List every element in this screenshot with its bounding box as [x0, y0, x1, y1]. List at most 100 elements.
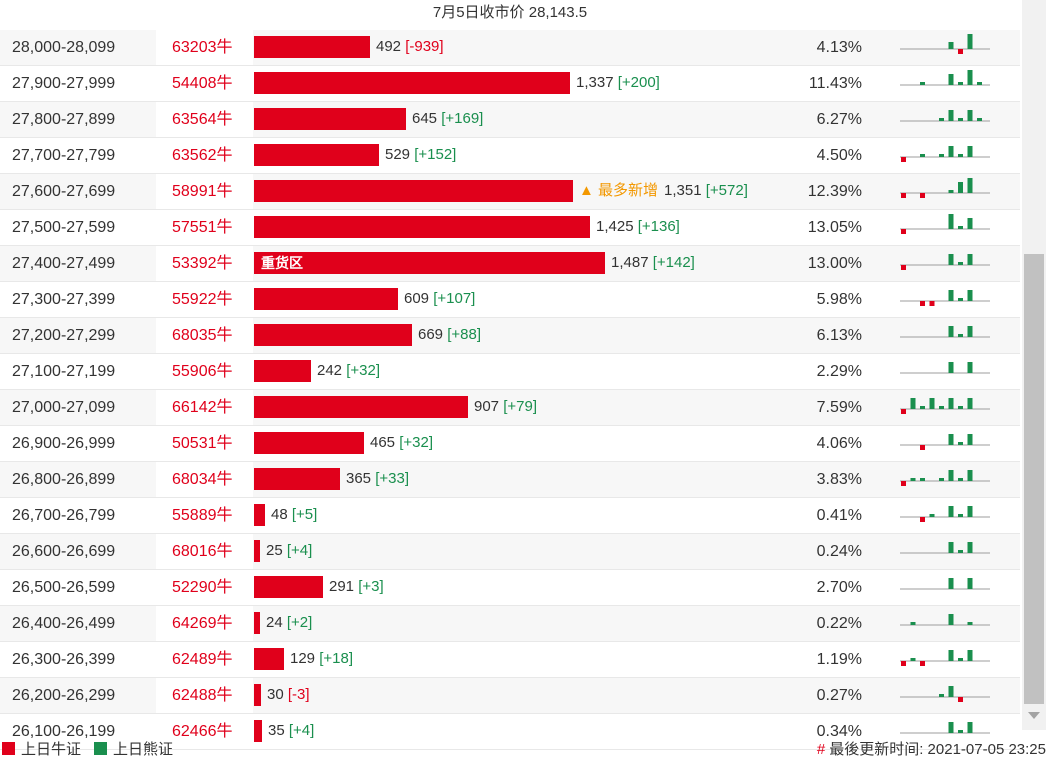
volume-number: 529 [385, 146, 411, 163]
history-sparkline [900, 542, 990, 554]
volume-bar [254, 360, 311, 382]
volume-bar [254, 144, 379, 166]
cbbc-code-link[interactable]: 62488牛 [156, 678, 253, 713]
volume-value: 529 [+152] [385, 144, 456, 166]
strike-range: 26,800-26,899 [12, 471, 116, 488]
sparkline-bear-bar [939, 118, 944, 121]
percentage: 13.00% [807, 255, 862, 272]
volume-bar [254, 720, 262, 742]
sparkline-bear-bar [948, 650, 954, 661]
volume-bar [254, 72, 570, 94]
sparkline-bear-bar [967, 326, 973, 337]
history-sparkline [900, 650, 990, 666]
scrollbar-thumb[interactable] [1024, 254, 1044, 704]
strike-range: 26,600-26,699 [12, 543, 116, 560]
sparkline-bear-bar [967, 650, 973, 661]
sparkline-bear-bar [967, 362, 973, 373]
last-updated: # 最後更新时间: 2021-07-05 23:25 [816, 741, 1046, 758]
sparkline-bear-bar [977, 118, 982, 121]
volume-bar [254, 36, 370, 58]
volume-change: [+79] [503, 398, 537, 415]
sparkline-bear-bar [920, 406, 925, 409]
volume-number: 492 [376, 38, 402, 55]
sparkline-bear-bar [948, 290, 954, 301]
volume-change: [+200] [617, 74, 660, 91]
cbbc-code-link[interactable]: 62466牛 [156, 714, 253, 749]
table-row: 26,800-26,899 68034牛 365 [+33] 3.83% [0, 462, 1020, 498]
sparkline-bull-bar [929, 301, 935, 306]
cbbc-code-link[interactable]: 52290牛 [156, 570, 253, 605]
volume-number: 1,351 [664, 182, 702, 199]
volume-change: [+142] [652, 254, 695, 271]
history-sparkline [900, 214, 990, 234]
sparkline-bear-bar [920, 154, 925, 157]
table-row: 26,200-26,299 62488牛 30 [-3] 0.27% [0, 678, 1020, 714]
cbbc-code-link[interactable]: 53392牛 [156, 246, 253, 281]
sparkline-bear-bar [967, 470, 973, 481]
volume-value: 669 [+88] [418, 324, 481, 346]
vertical-scrollbar[interactable] [1022, 0, 1046, 730]
volume-change: [+2] [286, 614, 313, 631]
volume-value: 365 [+33] [346, 468, 409, 490]
sparkline-bear-bar [967, 622, 973, 625]
strike-range: 27,400-27,499 [12, 255, 116, 272]
cbbc-code-link[interactable]: 68035牛 [156, 318, 253, 353]
cbbc-code-link[interactable]: 63562牛 [156, 138, 253, 173]
sparkline-bear-bar [958, 478, 963, 481]
sparkline-bear-bar [939, 406, 944, 409]
cbbc-code-link[interactable]: 62489牛 [156, 642, 253, 677]
volume-change: [+32] [346, 362, 380, 379]
cbbc-code-link[interactable]: 66142牛 [156, 390, 253, 425]
cbbc-code-link[interactable]: 55906牛 [156, 354, 253, 389]
table-row: 27,000-27,099 66142牛 907 [+79] 7.59% [0, 390, 1020, 426]
cbbc-code-link[interactable]: 58991牛 [156, 174, 253, 209]
closing-price-header: 7月5日收市价 28,143.5 [0, 0, 1020, 31]
percentage: 0.24% [816, 543, 862, 560]
cbbc-code-link[interactable]: 63564牛 [156, 102, 253, 137]
cbbc-code-link[interactable]: 68034牛 [156, 462, 253, 497]
strike-range: 27,500-27,599 [12, 219, 116, 236]
strike-range: 26,200-26,299 [12, 687, 116, 704]
sparkline-bear-bar [967, 506, 973, 517]
cbbc-code-link[interactable]: 54408牛 [156, 66, 253, 101]
cbbc-code-link[interactable]: 64269牛 [156, 606, 253, 641]
sparkline-bear-bar [948, 254, 954, 265]
volume-number: 291 [329, 578, 355, 595]
volume-bar [254, 576, 323, 598]
sparkline-bull-bar [901, 409, 906, 414]
volume-bar: 重货区 [254, 252, 605, 274]
sparkline-bear-bar [948, 362, 954, 373]
sparkline-bear-bar [948, 398, 954, 409]
table-row: 26,500-26,599 52290牛 291 [+3] 2.70% [0, 570, 1020, 606]
sparkline-bear-bar [948, 686, 954, 697]
sparkline-bear-bar [967, 218, 973, 229]
cbbc-code-link[interactable]: 68016牛 [156, 534, 253, 569]
sparkline-bull-bar [901, 157, 906, 162]
history-sparkline [900, 254, 990, 270]
cbbc-code-link[interactable]: 55889牛 [156, 498, 253, 533]
cbbc-code-link[interactable]: 50531牛 [156, 426, 253, 461]
volume-change: [+18] [319, 650, 353, 667]
scroll-down-arrow-icon[interactable] [1028, 712, 1040, 719]
cbbc-code-link[interactable]: 63203牛 [156, 30, 253, 65]
sparkline-bear-bar [958, 334, 963, 337]
strike-range: 26,100-26,199 [12, 723, 116, 740]
cbbc-code-link[interactable]: 57551牛 [156, 210, 253, 245]
table-row: 26,700-26,799 55889牛 48 [+5] 0.41% [0, 498, 1020, 534]
sparkline-bull-bar [901, 661, 906, 666]
sparkline-bull-bar [920, 445, 925, 450]
sparkline-bear-bar [948, 434, 954, 445]
sparkline-bear-bar [929, 398, 935, 409]
history-sparkline [900, 434, 990, 450]
volume-change: [+572] [705, 182, 748, 199]
sparkline-bull-bar [920, 301, 925, 306]
legend-footer: 上日牛证 上日熊证 # 最後更新时间: 2021-07-05 23:25 [0, 738, 1048, 762]
history-sparkline [900, 470, 990, 486]
sparkline-bear-bar [958, 550, 963, 553]
table-row: 27,600-27,699 58991牛 ▲ 最多新增 1,351 [+572] 12.… [0, 174, 1020, 210]
volume-value: 1,337 [+200] [576, 72, 660, 94]
cbbc-code-link[interactable]: 55922牛 [156, 282, 253, 317]
history-sparkline [900, 34, 990, 54]
volume-bar [254, 468, 340, 490]
percentage: 0.34% [816, 723, 862, 740]
